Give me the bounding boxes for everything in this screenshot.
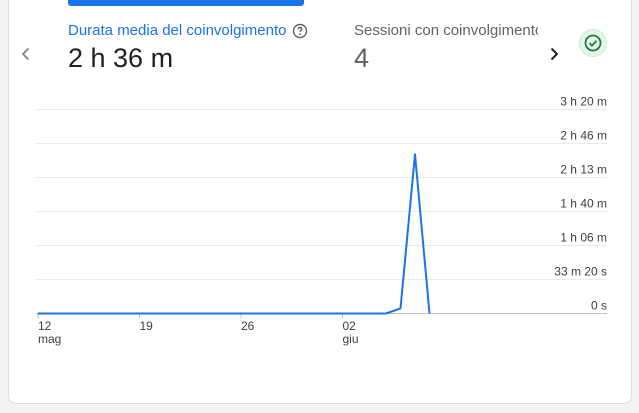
y-axis-labels: 0 s 33 m 20 s 1 h 06 m 1 h 40 m 2 h 13 m 2 h … <box>541 93 607 313</box>
x-tick-label: 26 <box>241 319 255 333</box>
y-tick-label-bg <box>548 161 607 176</box>
next-metric-button[interactable] <box>542 40 566 68</box>
metric-label: Sessioni con coinvolgimento <box>354 22 538 39</box>
check-circle-icon <box>584 34 602 52</box>
y-tick-label-bg <box>548 229 607 244</box>
grid-lines <box>36 109 607 319</box>
x-tick-label: 12 <box>38 319 52 333</box>
metric-value: 2 h 36 m <box>68 43 174 73</box>
active-metric-indicator <box>68 0 304 6</box>
y-tick-label: 1 h 40 m <box>560 197 607 211</box>
chevron-right-icon <box>550 47 559 61</box>
y-tick-label: 3 h 20 m <box>560 95 607 109</box>
y-tick-label-bg <box>541 263 607 278</box>
x-tick-sublabel: mag <box>38 332 61 346</box>
x-tick-label: 19 <box>140 319 154 333</box>
metric-value: 4 <box>354 43 370 73</box>
x-tick-sublabel: giu <box>343 332 359 346</box>
x-tick-label: 02 <box>343 319 357 333</box>
metric-label: Durata media del coinvolgimento <box>68 22 287 39</box>
y-tick-label-bg <box>548 195 607 210</box>
chart-card <box>8 0 632 404</box>
metric-tab-engagement-duration[interactable]: Durata media del coinvolgimento 2 h 36 m <box>68 22 338 74</box>
y-tick-label-bg <box>548 93 607 108</box>
chevron-left-icon <box>21 47 30 61</box>
status-badge[interactable] <box>579 29 607 57</box>
series <box>38 153 431 315</box>
y-tick-label: 0 s <box>591 299 607 313</box>
y-tick-label: 2 h 46 m <box>560 129 607 143</box>
y-tick-label: 2 h 13 m <box>560 163 607 177</box>
metric-tab-engaged-sessions[interactable]: Sessioni con coinvolgimento 4 <box>354 22 538 74</box>
y-tick-label: 1 h 06 m <box>560 231 607 245</box>
help-circle-icon[interactable] <box>292 23 308 39</box>
y-tick-label-bg <box>548 127 607 142</box>
y-tick-label: 33 m 20 s <box>554 265 607 279</box>
series-line <box>38 153 431 315</box>
previous-metric-button[interactable] <box>14 40 38 68</box>
y-tick-label-bg <box>581 297 607 312</box>
